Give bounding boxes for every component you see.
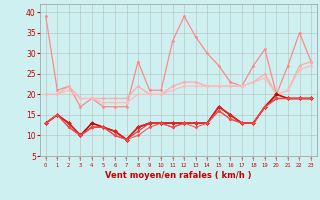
X-axis label: Vent moyen/en rafales ( km/h ): Vent moyen/en rafales ( km/h ) — [105, 171, 252, 180]
